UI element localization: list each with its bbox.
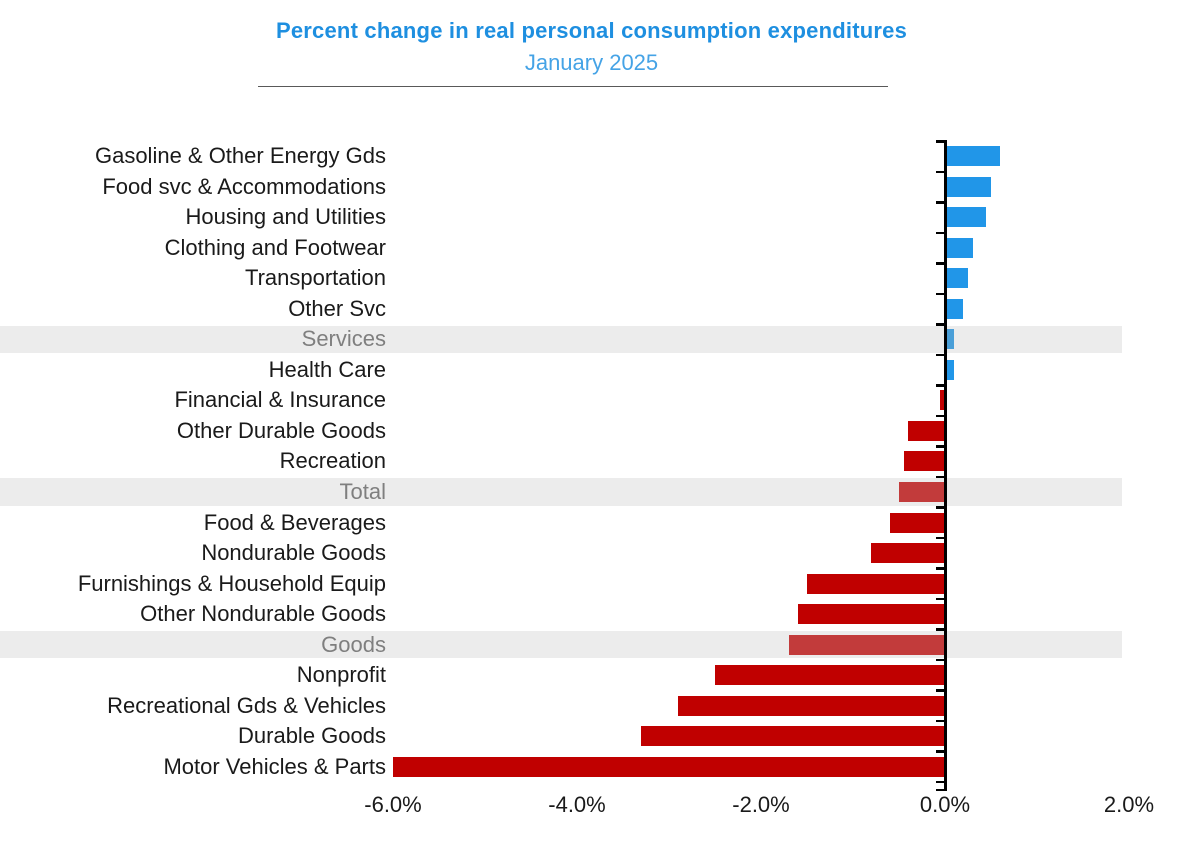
negative-bar (641, 726, 945, 747)
positive-bar (945, 268, 968, 289)
negative-bar (899, 481, 945, 502)
category-label: Durable Goods (238, 723, 386, 749)
x-axis-tick-label: 0.0% (919, 792, 971, 817)
axis-tick (936, 628, 944, 631)
category-label: Recreational Gds & Vehicles (107, 692, 386, 718)
axis-tick (936, 567, 944, 570)
category-label: Total (339, 478, 386, 504)
positive-bar (945, 298, 964, 319)
negative-bar (715, 665, 945, 686)
axis-tick (936, 323, 944, 326)
positive-bar (945, 237, 973, 258)
axis-tick (936, 780, 944, 784)
category-label: Nonprofit (296, 662, 386, 688)
category-label: Gasoline & Other Energy Gds (94, 143, 386, 169)
axis-tick (936, 597, 944, 601)
category-label: Services (301, 326, 386, 352)
category-label: Transportation (244, 265, 386, 291)
category-label: Food svc & Accommodations (102, 173, 386, 199)
category-label: Recreation (279, 448, 386, 474)
axis-tick (936, 719, 944, 723)
x-axis-tick-label: -4.0% (548, 792, 606, 817)
category-label: Furnishings & Household Equip (77, 570, 386, 596)
category-label: Financial & Insurance (174, 387, 386, 413)
negative-bar (797, 604, 945, 625)
category-label: Other Durable Goods (176, 417, 386, 443)
axis-tick (936, 384, 944, 387)
title-underline (258, 86, 888, 87)
negative-bar (903, 451, 945, 472)
negative-bar (940, 390, 945, 411)
x-axis-tick-label: -6.0% (364, 792, 422, 817)
axis-tick (936, 353, 944, 357)
chart-title: Percent change in real personal consumpt… (275, 18, 908, 43)
negative-bar (908, 420, 945, 441)
positive-bar (945, 359, 955, 380)
chart-subtitle: January 2025 (524, 50, 659, 75)
positive-bar (945, 146, 1001, 167)
axis-bottom-tick (936, 788, 944, 791)
category-label: Motor Vehicles & Parts (163, 753, 386, 779)
category-label: Nondurable Goods (201, 540, 386, 566)
category-label: Goods (321, 631, 386, 657)
axis-tick (936, 689, 944, 692)
x-axis-tick-label: 2.0% (1103, 792, 1155, 817)
negative-bar (678, 695, 945, 716)
zero-axis-line (944, 140, 947, 791)
category-label: Housing and Utilities (185, 204, 386, 230)
axis-tick (936, 292, 944, 296)
category-label: Clothing and Footwear (164, 234, 386, 260)
axis-tick (936, 750, 944, 753)
positive-bar (945, 329, 955, 350)
negative-bar (889, 512, 945, 533)
negative-bar (393, 756, 945, 777)
axis-tick (936, 506, 944, 509)
negative-bar (788, 634, 945, 655)
highlight-band (0, 325, 1122, 354)
x-axis-tick-label: -2.0% (732, 792, 790, 817)
axis-tick (936, 262, 944, 265)
axis-tick (936, 201, 944, 204)
category-label: Food & Beverages (203, 509, 386, 535)
axis-tick (936, 658, 944, 662)
negative-bar (807, 573, 945, 594)
axis-tick (936, 475, 944, 479)
category-label: Other Svc (288, 295, 386, 321)
positive-bar (945, 207, 987, 228)
axis-tick (936, 231, 944, 235)
axis-tick (936, 445, 944, 448)
axis-tick (936, 170, 944, 174)
axis-tick (936, 140, 944, 143)
axis-tick (936, 536, 944, 540)
category-label: Other Nondurable Goods (140, 601, 386, 627)
negative-bar (871, 543, 945, 564)
positive-bar (945, 176, 991, 197)
category-label: Health Care (268, 356, 386, 382)
axis-tick (936, 414, 944, 418)
